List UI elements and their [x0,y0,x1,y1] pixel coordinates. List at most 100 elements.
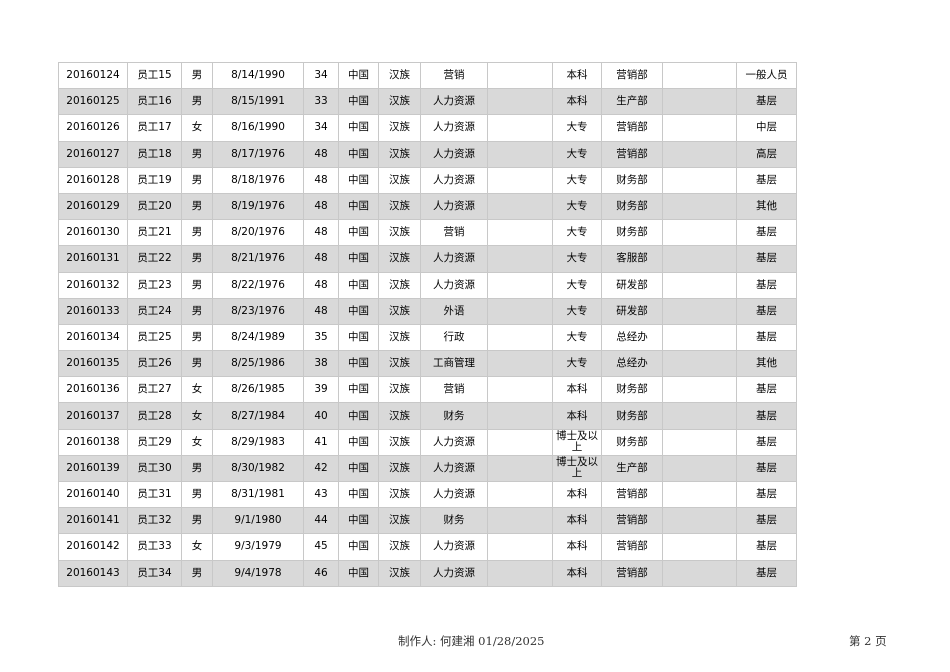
cell-blank [662,297,737,325]
cell-major: 人力资源 [420,480,488,509]
cell-age: 33 [303,88,339,116]
cell-ethnicity: 汉族 [378,376,421,404]
cell-blank [662,61,737,90]
cell-department: 生产部 [601,454,663,483]
cell-gender: 女 [181,402,213,430]
cell-gender: 男 [181,219,213,247]
cell-name: 员工27 [127,376,182,404]
cell-gender: 男 [181,350,213,378]
cell-major: 人力资源 [420,428,488,456]
cell-blank [662,533,737,561]
cell-blank [487,454,553,483]
cell-blank [487,480,553,509]
cell-age: 48 [303,166,339,194]
cell-blank [487,323,553,352]
cell-employee-id: 20160131 [58,245,128,273]
cell-nationality: 中国 [338,376,379,404]
cell-blank [487,219,553,247]
cell-employee-id: 20160124 [58,61,128,90]
cell-age: 38 [303,350,339,378]
cell-education: 本科 [552,480,602,509]
cell-level: 基层 [736,507,797,535]
cell-employee-id: 20160125 [58,88,128,116]
cell-name: 员工25 [127,323,182,352]
cell-gender: 男 [181,88,213,116]
cell-major: 人力资源 [420,454,488,483]
cell-birth-date: 8/26/1985 [212,376,304,404]
cell-nationality: 中国 [338,61,379,90]
table-row: 20160131 员工22 男 8/21/1976 48 中国 汉族 人力资源 大专 客服部 基层 [58,245,797,273]
cell-name: 员工26 [127,350,182,378]
cell-major: 营销 [420,61,488,90]
cell-employee-id: 20160136 [58,376,128,404]
cell-birth-date: 8/22/1976 [212,271,304,299]
cell-birth-date: 8/21/1976 [212,245,304,273]
cell-department: 总经办 [601,350,663,378]
cell-blank [662,480,737,509]
cell-ethnicity: 汉族 [378,297,421,325]
cell-blank [487,166,553,194]
table-row: 20160135 员工26 男 8/25/1986 38 中国 汉族 工商管理 大专 总经办 其他 [58,350,797,378]
cell-name: 员工19 [127,166,182,194]
cell-age: 34 [303,114,339,142]
cell-major: 人力资源 [420,533,488,561]
cell-level: 基层 [736,219,797,247]
table-row: 20160138 员工29 女 8/29/1983 41 中国 汉族 人力资源 博士及以上 财务部… [58,428,797,456]
cell-gender: 男 [181,297,213,325]
cell-birth-date: 9/1/1980 [212,507,304,535]
cell-birth-date: 8/31/1981 [212,480,304,509]
cell-gender: 男 [181,507,213,535]
cell-ethnicity: 汉族 [378,192,421,221]
cell-age: 40 [303,402,339,430]
cell-major: 人力资源 [420,166,488,194]
cell-employee-id: 20160143 [58,559,128,587]
cell-name: 员工34 [127,559,182,587]
cell-education: 本科 [552,61,602,90]
cell-age: 41 [303,428,339,456]
cell-major: 人力资源 [420,114,488,142]
table-row: 20160136 员工27 女 8/26/1985 39 中国 汉族 营销 本科 财务部 基层 [58,376,797,404]
cell-level: 高层 [736,140,797,168]
cell-blank [662,376,737,404]
cell-age: 48 [303,192,339,221]
cell-blank [487,245,553,273]
cell-nationality: 中国 [338,297,379,325]
cell-department: 财务部 [601,428,663,456]
cell-ethnicity: 汉族 [378,323,421,352]
cell-blank [487,507,553,535]
cell-name: 员工17 [127,114,182,142]
cell-name: 员工24 [127,297,182,325]
cell-department: 研发部 [601,297,663,325]
cell-blank [487,559,553,587]
cell-major: 人力资源 [420,271,488,299]
table-row: 20160134 员工25 男 8/24/1989 35 中国 汉族 行政 大专 总经办 基层 [58,323,797,352]
cell-ethnicity: 汉族 [378,140,421,168]
cell-age: 35 [303,323,339,352]
cell-education: 大专 [552,271,602,299]
cell-major: 营销 [420,376,488,404]
cell-gender: 女 [181,114,213,142]
cell-employee-id: 20160141 [58,507,128,535]
cell-birth-date: 8/18/1976 [212,166,304,194]
cell-employee-id: 20160127 [58,140,128,168]
cell-department: 财务部 [601,219,663,247]
cell-nationality: 中国 [338,428,379,456]
cell-birth-date: 8/23/1976 [212,297,304,325]
cell-employee-id: 20160142 [58,533,128,561]
table-row: 20160126 员工17 女 8/16/1990 34 中国 汉族 人力资源 大专 营销部 中层 [58,114,797,142]
table-row: 20160125 员工16 男 8/15/1991 33 中国 汉族 人力资源 本科 生产部 基层 [58,88,797,116]
cell-name: 员工18 [127,140,182,168]
cell-level: 基层 [736,559,797,587]
cell-ethnicity: 汉族 [378,454,421,483]
cell-department: 财务部 [601,166,663,194]
table-row: 20160124 员工15 男 8/14/1990 34 中国 汉族 营销 本科 营销部 一般人员 [58,61,797,90]
cell-level: 基层 [736,297,797,325]
cell-education: 本科 [552,559,602,587]
cell-age: 44 [303,507,339,535]
table-row: 20160129 员工20 男 8/19/1976 48 中国 汉族 人力资源 大专 财务部 其他 [58,192,797,221]
cell-department: 营销部 [601,559,663,587]
cell-name: 员工15 [127,61,182,90]
cell-employee-id: 20160140 [58,480,128,509]
cell-level: 基层 [736,428,797,456]
cell-education: 大专 [552,114,602,142]
